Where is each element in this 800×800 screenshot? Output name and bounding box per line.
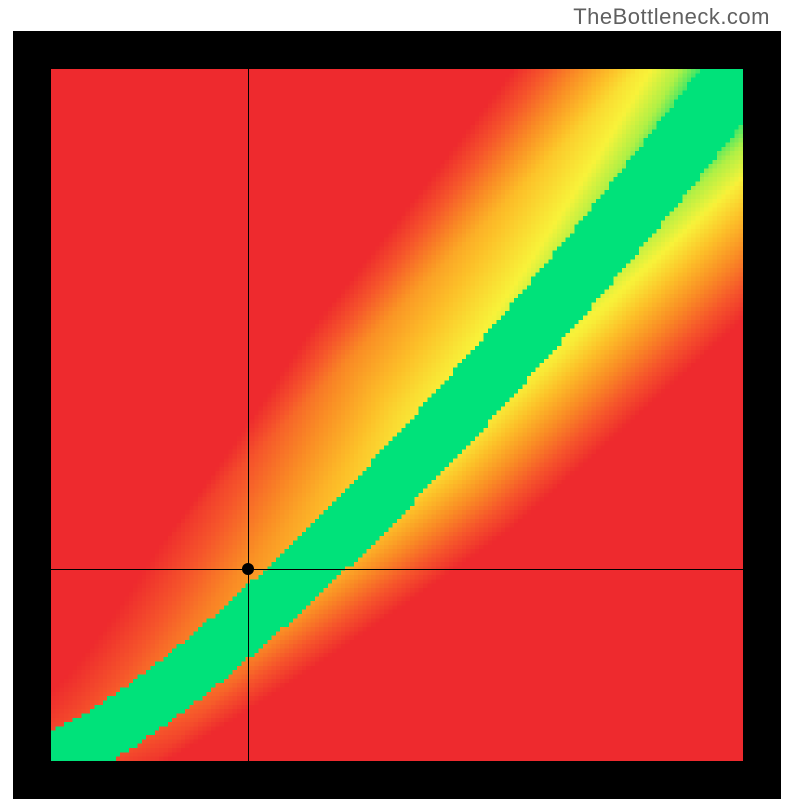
bottleneck-heatmap <box>13 31 781 799</box>
watermark: TheBottleneck.com <box>573 4 770 30</box>
crosshair-vertical <box>248 69 249 761</box>
heatmap-canvas <box>51 69 743 761</box>
crosshair-horizontal <box>51 569 743 570</box>
crosshair-marker <box>242 563 254 575</box>
